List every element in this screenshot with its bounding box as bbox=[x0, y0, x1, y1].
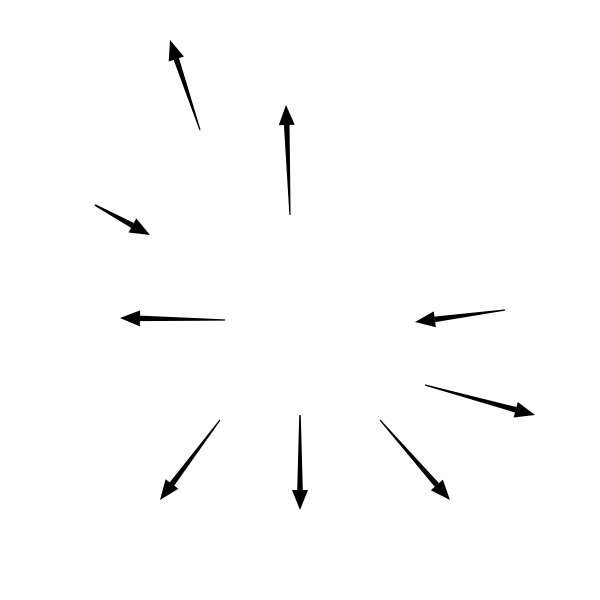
arrow-diagram bbox=[0, 0, 600, 600]
arrow-in-right-icon bbox=[0, 0, 600, 600]
